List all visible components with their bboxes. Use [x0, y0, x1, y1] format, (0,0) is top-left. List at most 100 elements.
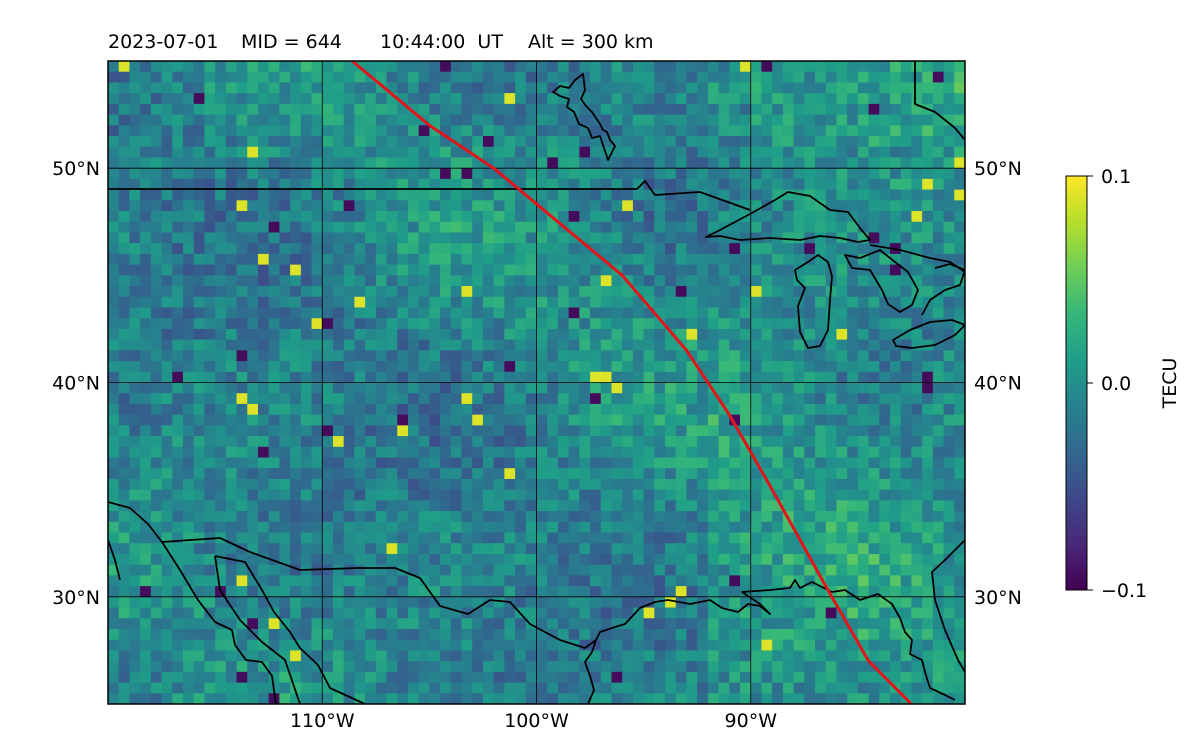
heatmap-cell [236, 136, 248, 148]
heatmap-cell [825, 103, 838, 116]
heatmap-cell [525, 350, 538, 362]
heatmap-cell [257, 125, 270, 137]
heatmap-cell [172, 543, 184, 555]
heatmap-cell [365, 253, 377, 266]
heatmap-cell [129, 457, 141, 469]
heatmap-cell [515, 146, 527, 159]
heatmap-cell [761, 543, 773, 555]
heatmap-cell [536, 318, 548, 330]
heatmap-cell [761, 296, 773, 309]
heatmap-cell [932, 500, 945, 512]
heatmap-cell [686, 371, 698, 384]
heatmap-cell [118, 564, 131, 576]
lat-tick-label-left: 50°N [52, 158, 100, 180]
heatmap-cell [857, 586, 870, 598]
heatmap-cell [343, 232, 355, 244]
heatmap-cell [365, 543, 377, 555]
heatmap-cell [482, 275, 495, 287]
heatmap-cell [879, 253, 891, 266]
heatmap-cell [268, 393, 280, 405]
heatmap-cell [118, 425, 131, 437]
heatmap-cell [150, 532, 163, 544]
heatmap-cell [225, 511, 238, 523]
heatmap-cell [740, 446, 752, 459]
heatmap-cell [782, 628, 795, 641]
heatmap-cell [611, 403, 623, 416]
heatmap-cell [675, 114, 688, 126]
heatmap-cell [611, 489, 623, 501]
heatmap-cell [557, 275, 570, 287]
heatmap-cell [557, 82, 570, 94]
heatmap-cell [215, 146, 227, 159]
heatmap-cell [150, 639, 163, 652]
heatmap-cell [343, 693, 355, 704]
heatmap-cell [932, 425, 945, 437]
heatmap-cell [215, 328, 227, 341]
heatmap-cell [118, 253, 131, 266]
heatmap-cell [504, 339, 516, 351]
heatmap-cell [482, 371, 495, 384]
heatmap-cell [836, 221, 848, 234]
heatmap-cell [772, 211, 784, 223]
heatmap-cell [825, 61, 838, 73]
heatmap-cell [793, 543, 805, 555]
heatmap-cell [632, 136, 645, 148]
heatmap-cell [825, 393, 838, 405]
heatmap-cell [600, 596, 613, 609]
heatmap-cell [568, 103, 580, 116]
heatmap-cell [332, 425, 345, 437]
heatmap-cell [268, 661, 280, 673]
heatmap-cell [697, 403, 709, 416]
heatmap-cell [300, 661, 313, 673]
heatmap-cell [793, 564, 805, 576]
heatmap-cell [932, 264, 945, 276]
heatmap-cell [172, 586, 184, 598]
heatmap-cell [161, 425, 173, 437]
heatmap-cell [675, 136, 688, 148]
heatmap-cell [654, 500, 666, 512]
heatmap-cell [879, 264, 891, 276]
heatmap-cell [450, 307, 463, 319]
heatmap-cell [804, 500, 816, 512]
heatmap-cell [611, 114, 623, 126]
heatmap-cell [729, 61, 741, 73]
heatmap-cell [632, 468, 645, 480]
heatmap-cell [450, 586, 463, 598]
heatmap-cell [247, 264, 259, 276]
heatmap-cell [236, 125, 248, 137]
heatmap-cell [375, 61, 388, 73]
heatmap-cell [247, 178, 259, 191]
heatmap-cell [579, 564, 591, 576]
heatmap-cell [493, 446, 505, 459]
heatmap-cell [450, 693, 463, 704]
heatmap-cell [868, 328, 880, 341]
heatmap-cell [108, 403, 120, 416]
heatmap-cell [140, 253, 152, 266]
heatmap-cell [354, 553, 366, 566]
heatmap-cell [729, 125, 741, 137]
heatmap-cell [718, 275, 730, 287]
heatmap-cell [665, 125, 677, 137]
heatmap-cell [461, 468, 473, 480]
heatmap-cell [557, 253, 570, 266]
heatmap-cell [129, 564, 141, 576]
heatmap-cell [729, 425, 741, 437]
heatmap-cell [450, 661, 463, 673]
heatmap-cell [632, 521, 645, 534]
heatmap-cell [740, 307, 752, 319]
heatmap-cell [429, 307, 441, 319]
heatmap-cell [440, 575, 452, 587]
heatmap-cell [343, 446, 355, 459]
heatmap-cell [632, 93, 645, 105]
heatmap-cell [472, 532, 484, 544]
heatmap-cell [900, 125, 913, 137]
heatmap-cell [204, 543, 216, 555]
heatmap-cell [611, 682, 623, 694]
heatmap-cell [804, 436, 816, 448]
heatmap-cell [536, 253, 548, 266]
heatmap-cell [943, 564, 955, 576]
heatmap-cell [847, 339, 859, 351]
heatmap-cell [365, 425, 377, 437]
heatmap-cell [622, 339, 634, 351]
heatmap-cell [847, 682, 859, 694]
